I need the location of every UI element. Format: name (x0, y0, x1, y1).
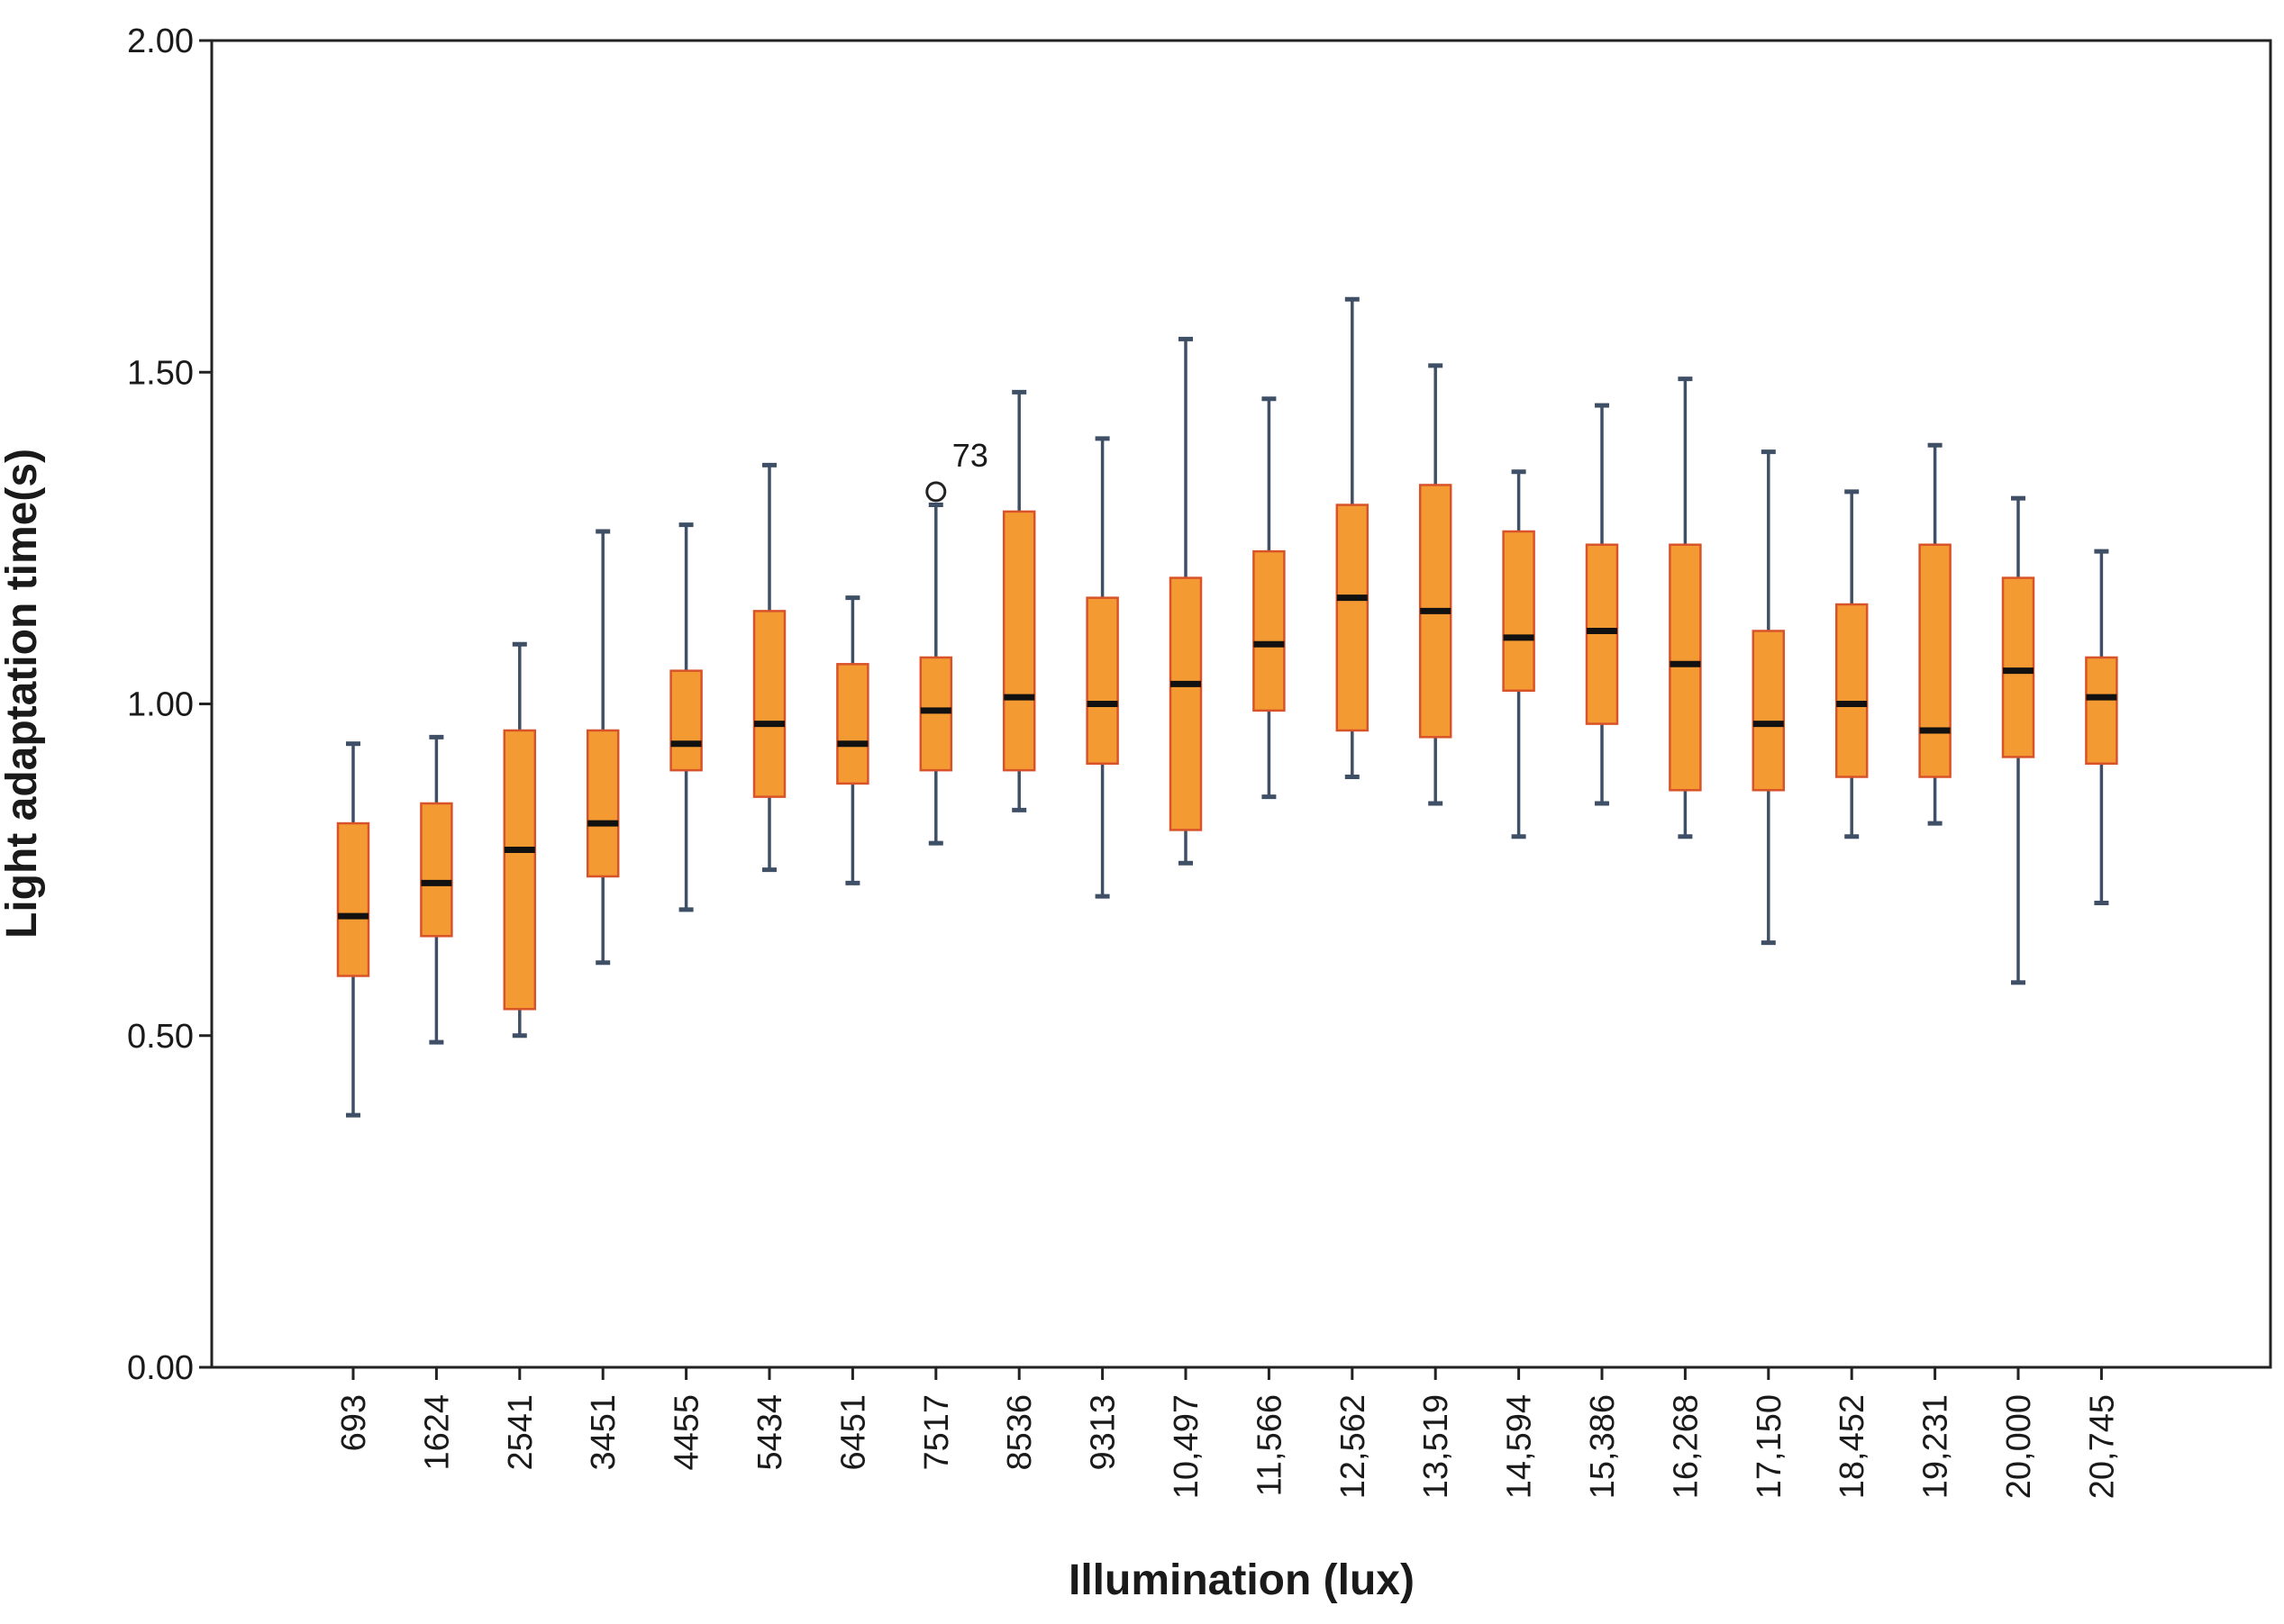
iqr-box (1752, 630, 1786, 792)
box-18,452 (1834, 489, 1869, 839)
box-14,594 (1502, 469, 1535, 839)
iqr-box (1335, 504, 1369, 732)
x-tick-label: 13,519 (1417, 1394, 1455, 1499)
iqr-box (919, 656, 953, 772)
outlier-label: 73 (952, 437, 988, 474)
x-tick-label: 9313 (1085, 1394, 1123, 1471)
box-1624 (420, 734, 453, 1045)
box-16,268 (1669, 377, 1702, 839)
x-tick-label: 6451 (834, 1394, 872, 1471)
iqr-box (1252, 549, 1286, 712)
x-tick-label: 11,566 (1251, 1394, 1288, 1496)
x-tick-label: 1624 (418, 1394, 456, 1471)
x-tick-label: 693 (335, 1394, 373, 1451)
iqr-box (836, 663, 869, 785)
box-series: 73 (336, 296, 2118, 1118)
box-2541 (503, 641, 537, 1039)
box-10,497 (1169, 336, 1203, 866)
iqr-box (1834, 603, 1869, 778)
y-axis-title: Light adaptation time(s) (0, 449, 46, 939)
iqr-box (420, 802, 453, 938)
box-3451 (586, 529, 620, 966)
box-13,519 (1418, 363, 1452, 806)
box-4455 (669, 522, 703, 912)
x-axis: 693 1624 2541 3451 4455 5434 6451 7517 8536 9313 1… (335, 1367, 2121, 1499)
x-axis-title: Illumination (lux) (1069, 1556, 1415, 1604)
x-tick-label: 17,150 (1751, 1394, 1788, 1499)
x-tick-label: 8536 (1001, 1394, 1039, 1471)
iqr-box (1585, 543, 1619, 725)
iqr-box (1169, 576, 1203, 831)
box-693 (336, 741, 370, 1118)
y-axis: 0.00 0.50 1.00 1.50 2.00 (127, 23, 212, 1387)
box-20,000 (2001, 495, 2035, 985)
x-tick-label: 15,386 (1584, 1394, 1622, 1499)
y-tick-label: 1.00 (127, 686, 194, 724)
y-tick-label: 0.00 (127, 1349, 194, 1387)
x-tick-label: 10,497 (1168, 1394, 1206, 1499)
x-tick-label: 19,231 (1917, 1394, 1955, 1499)
x-tick-label: 2541 (502, 1394, 540, 1471)
iqr-box (1918, 543, 1952, 778)
iqr-box (2001, 576, 2035, 758)
y-tick-label: 1.50 (127, 354, 194, 392)
box-7517: 73 (919, 437, 988, 846)
box-6451 (836, 595, 869, 885)
iqr-box (1502, 530, 1535, 693)
x-tick-label: 12,562 (1334, 1394, 1372, 1499)
x-tick-label: 5434 (751, 1394, 789, 1471)
x-tick-label: 16,268 (1667, 1394, 1705, 1499)
iqr-box (586, 729, 620, 878)
iqr-box (1002, 510, 1036, 772)
y-tick-label: 2.00 (127, 23, 194, 60)
iqr-box (669, 669, 703, 772)
box-15,386 (1585, 403, 1619, 806)
iqr-box (336, 821, 370, 977)
iqr-box (752, 610, 787, 798)
x-tick-label: 14,594 (1501, 1394, 1539, 1499)
box-8536 (1002, 389, 1036, 812)
box-19,231 (1918, 442, 1952, 826)
x-tick-label: 20,000 (2000, 1394, 2038, 1499)
y-tick-label: 0.50 (127, 1018, 194, 1056)
iqr-box (1669, 543, 1702, 792)
outlier-point (925, 481, 947, 503)
box-9313 (1086, 436, 1119, 899)
x-tick-label: 7517 (918, 1394, 956, 1471)
x-tick-label: 20,745 (2083, 1394, 2121, 1499)
x-tick-label: 3451 (585, 1394, 623, 1471)
box-12,562 (1335, 296, 1369, 780)
iqr-box (503, 729, 537, 1011)
x-tick-label: 4455 (669, 1394, 706, 1471)
box-20,745 (2085, 549, 2118, 905)
iqr-box (2085, 656, 2118, 766)
box-5434 (752, 462, 787, 873)
x-tick-label: 18,452 (1834, 1394, 1871, 1499)
box-17,150 (1752, 449, 1786, 946)
box-11,566 (1252, 396, 1286, 800)
iqr-box (1086, 596, 1119, 766)
